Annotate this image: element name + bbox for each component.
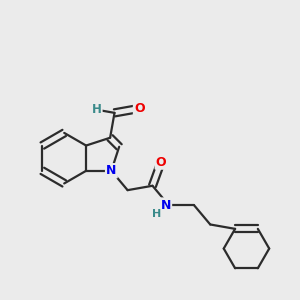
Text: H: H [92, 103, 102, 116]
Text: N: N [106, 164, 116, 177]
Text: O: O [134, 102, 145, 115]
Text: N: N [160, 199, 171, 212]
Text: O: O [156, 155, 167, 169]
Text: H: H [152, 209, 161, 219]
